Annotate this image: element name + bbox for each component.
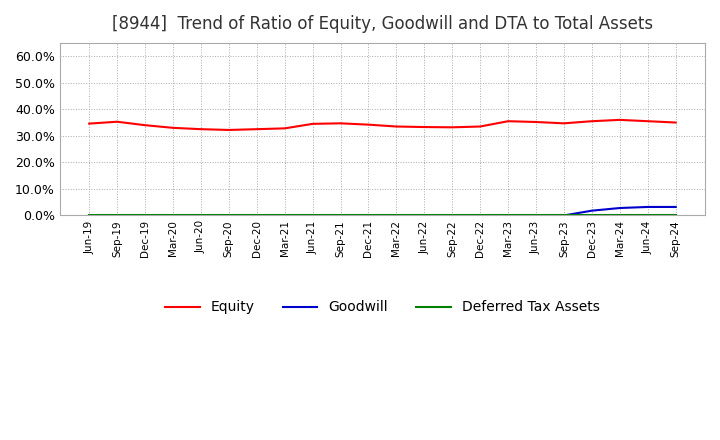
- Goodwill: [280, 213, 289, 218]
- Equity: [559, 121, 568, 126]
- Equity: [476, 124, 485, 129]
- Equity: [253, 127, 261, 132]
- Deferred Tax Assets: [168, 213, 177, 218]
- Deferred Tax Assets: [644, 213, 652, 218]
- Line: Goodwill: Goodwill: [89, 207, 675, 216]
- Equity: [420, 125, 428, 130]
- Equity: [168, 125, 177, 131]
- Deferred Tax Assets: [253, 213, 261, 218]
- Deferred Tax Assets: [85, 213, 94, 218]
- Goodwill: [588, 208, 596, 213]
- Deferred Tax Assets: [559, 213, 568, 218]
- Goodwill: [140, 213, 149, 218]
- Goodwill: [85, 213, 94, 218]
- Deferred Tax Assets: [280, 213, 289, 218]
- Goodwill: [253, 213, 261, 218]
- Goodwill: [364, 213, 373, 218]
- Goodwill: [476, 213, 485, 218]
- Goodwill: [616, 205, 624, 211]
- Deferred Tax Assets: [616, 213, 624, 218]
- Deferred Tax Assets: [420, 213, 428, 218]
- Equity: [336, 121, 345, 126]
- Deferred Tax Assets: [448, 213, 456, 218]
- Equity: [85, 121, 94, 126]
- Deferred Tax Assets: [504, 213, 513, 218]
- Deferred Tax Assets: [197, 213, 205, 218]
- Deferred Tax Assets: [392, 213, 401, 218]
- Deferred Tax Assets: [364, 213, 373, 218]
- Equity: [308, 121, 317, 126]
- Deferred Tax Assets: [671, 213, 680, 218]
- Equity: [616, 117, 624, 122]
- Deferred Tax Assets: [336, 213, 345, 218]
- Deferred Tax Assets: [531, 213, 540, 218]
- Goodwill: [392, 213, 401, 218]
- Goodwill: [113, 213, 122, 218]
- Goodwill: [420, 213, 428, 218]
- Equity: [671, 120, 680, 125]
- Legend: Equity, Goodwill, Deferred Tax Assets: Equity, Goodwill, Deferred Tax Assets: [160, 295, 606, 320]
- Deferred Tax Assets: [476, 213, 485, 218]
- Goodwill: [168, 213, 177, 218]
- Equity: [588, 118, 596, 124]
- Goodwill: [448, 213, 456, 218]
- Deferred Tax Assets: [225, 213, 233, 218]
- Goodwill: [197, 213, 205, 218]
- Equity: [504, 118, 513, 124]
- Equity: [364, 122, 373, 127]
- Goodwill: [308, 213, 317, 218]
- Equity: [225, 127, 233, 132]
- Equity: [197, 127, 205, 132]
- Equity: [448, 125, 456, 130]
- Equity: [113, 119, 122, 125]
- Deferred Tax Assets: [308, 213, 317, 218]
- Title: [8944]  Trend of Ratio of Equity, Goodwill and DTA to Total Assets: [8944] Trend of Ratio of Equity, Goodwil…: [112, 15, 653, 33]
- Line: Equity: Equity: [89, 120, 675, 130]
- Equity: [644, 118, 652, 124]
- Goodwill: [336, 213, 345, 218]
- Equity: [280, 126, 289, 131]
- Equity: [392, 124, 401, 129]
- Deferred Tax Assets: [113, 213, 122, 218]
- Goodwill: [671, 204, 680, 209]
- Goodwill: [531, 213, 540, 218]
- Equity: [140, 123, 149, 128]
- Goodwill: [559, 213, 568, 218]
- Deferred Tax Assets: [140, 213, 149, 218]
- Goodwill: [504, 213, 513, 218]
- Goodwill: [225, 213, 233, 218]
- Deferred Tax Assets: [588, 213, 596, 218]
- Equity: [531, 119, 540, 125]
- Goodwill: [644, 204, 652, 209]
